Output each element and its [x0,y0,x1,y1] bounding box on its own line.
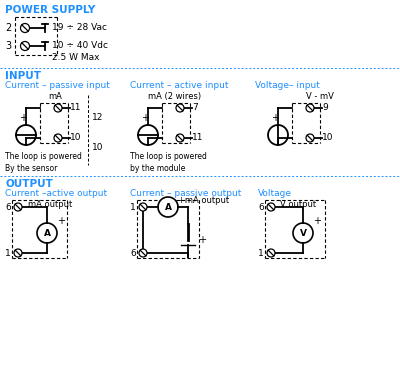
Text: 2: 2 [5,23,11,33]
Text: V output: V output [280,200,316,209]
Text: 9: 9 [322,103,328,112]
Circle shape [20,42,30,51]
Circle shape [176,104,184,112]
Circle shape [138,125,158,145]
Text: 6: 6 [5,202,11,212]
Text: V - mV: V - mV [306,92,334,101]
Text: mA: mA [48,92,62,101]
Text: mA (2 wires): mA (2 wires) [148,92,202,101]
Circle shape [306,134,314,142]
Text: INPUT: INPUT [5,71,41,81]
Text: A: A [164,203,172,212]
Circle shape [54,134,62,142]
Text: 10 ÷ 40 Vdc: 10 ÷ 40 Vdc [52,42,108,51]
Circle shape [306,104,314,112]
Text: Current – passive output: Current – passive output [130,189,241,198]
Text: 1: 1 [258,248,264,257]
Text: 6: 6 [258,202,264,212]
Text: 12: 12 [92,113,103,122]
Text: A: A [44,229,50,238]
Text: +: + [57,216,65,226]
Circle shape [139,249,147,257]
Text: 10: 10 [92,144,104,153]
Text: 11: 11 [70,103,82,112]
Text: 1: 1 [5,248,11,257]
Circle shape [139,203,147,211]
Text: 1: 1 [130,202,136,212]
Text: V: V [300,229,306,238]
Text: +: + [313,216,321,226]
Text: Current –active output: Current –active output [5,189,107,198]
Text: 7: 7 [192,103,198,112]
Text: +mA output: +mA output [178,196,229,205]
Circle shape [14,249,22,257]
Text: +: + [271,113,279,123]
Text: mA output: mA output [28,200,72,209]
Circle shape [20,23,30,32]
Text: 3: 3 [5,41,11,51]
Text: OUTPUT: OUTPUT [5,179,53,189]
Text: Current – passive input: Current – passive input [5,81,110,90]
Text: Voltage– input: Voltage– input [255,81,320,90]
Circle shape [14,203,22,211]
Text: 19 ÷ 28 Vac: 19 ÷ 28 Vac [52,23,107,32]
Text: +: + [141,113,149,123]
Circle shape [267,203,275,211]
Text: The loop is powered
by the module: The loop is powered by the module [130,152,207,173]
Circle shape [268,125,288,145]
Text: POWER SUPPLY: POWER SUPPLY [5,5,95,15]
Text: The loop is powered
By the sensor: The loop is powered By the sensor [5,152,82,173]
Circle shape [293,223,313,243]
Text: 10: 10 [70,134,82,142]
Text: +: + [198,235,206,245]
Circle shape [54,104,62,112]
Circle shape [158,197,178,217]
Text: 11: 11 [192,134,204,142]
Circle shape [176,134,184,142]
Text: 2.5 W Max: 2.5 W Max [52,52,100,61]
Circle shape [267,249,275,257]
Text: Voltage: Voltage [258,189,292,198]
Text: 10: 10 [322,134,334,142]
Circle shape [37,223,57,243]
Text: Current – active input: Current – active input [130,81,228,90]
Text: 6: 6 [130,248,136,257]
Circle shape [16,125,36,145]
Text: +: + [19,113,27,123]
